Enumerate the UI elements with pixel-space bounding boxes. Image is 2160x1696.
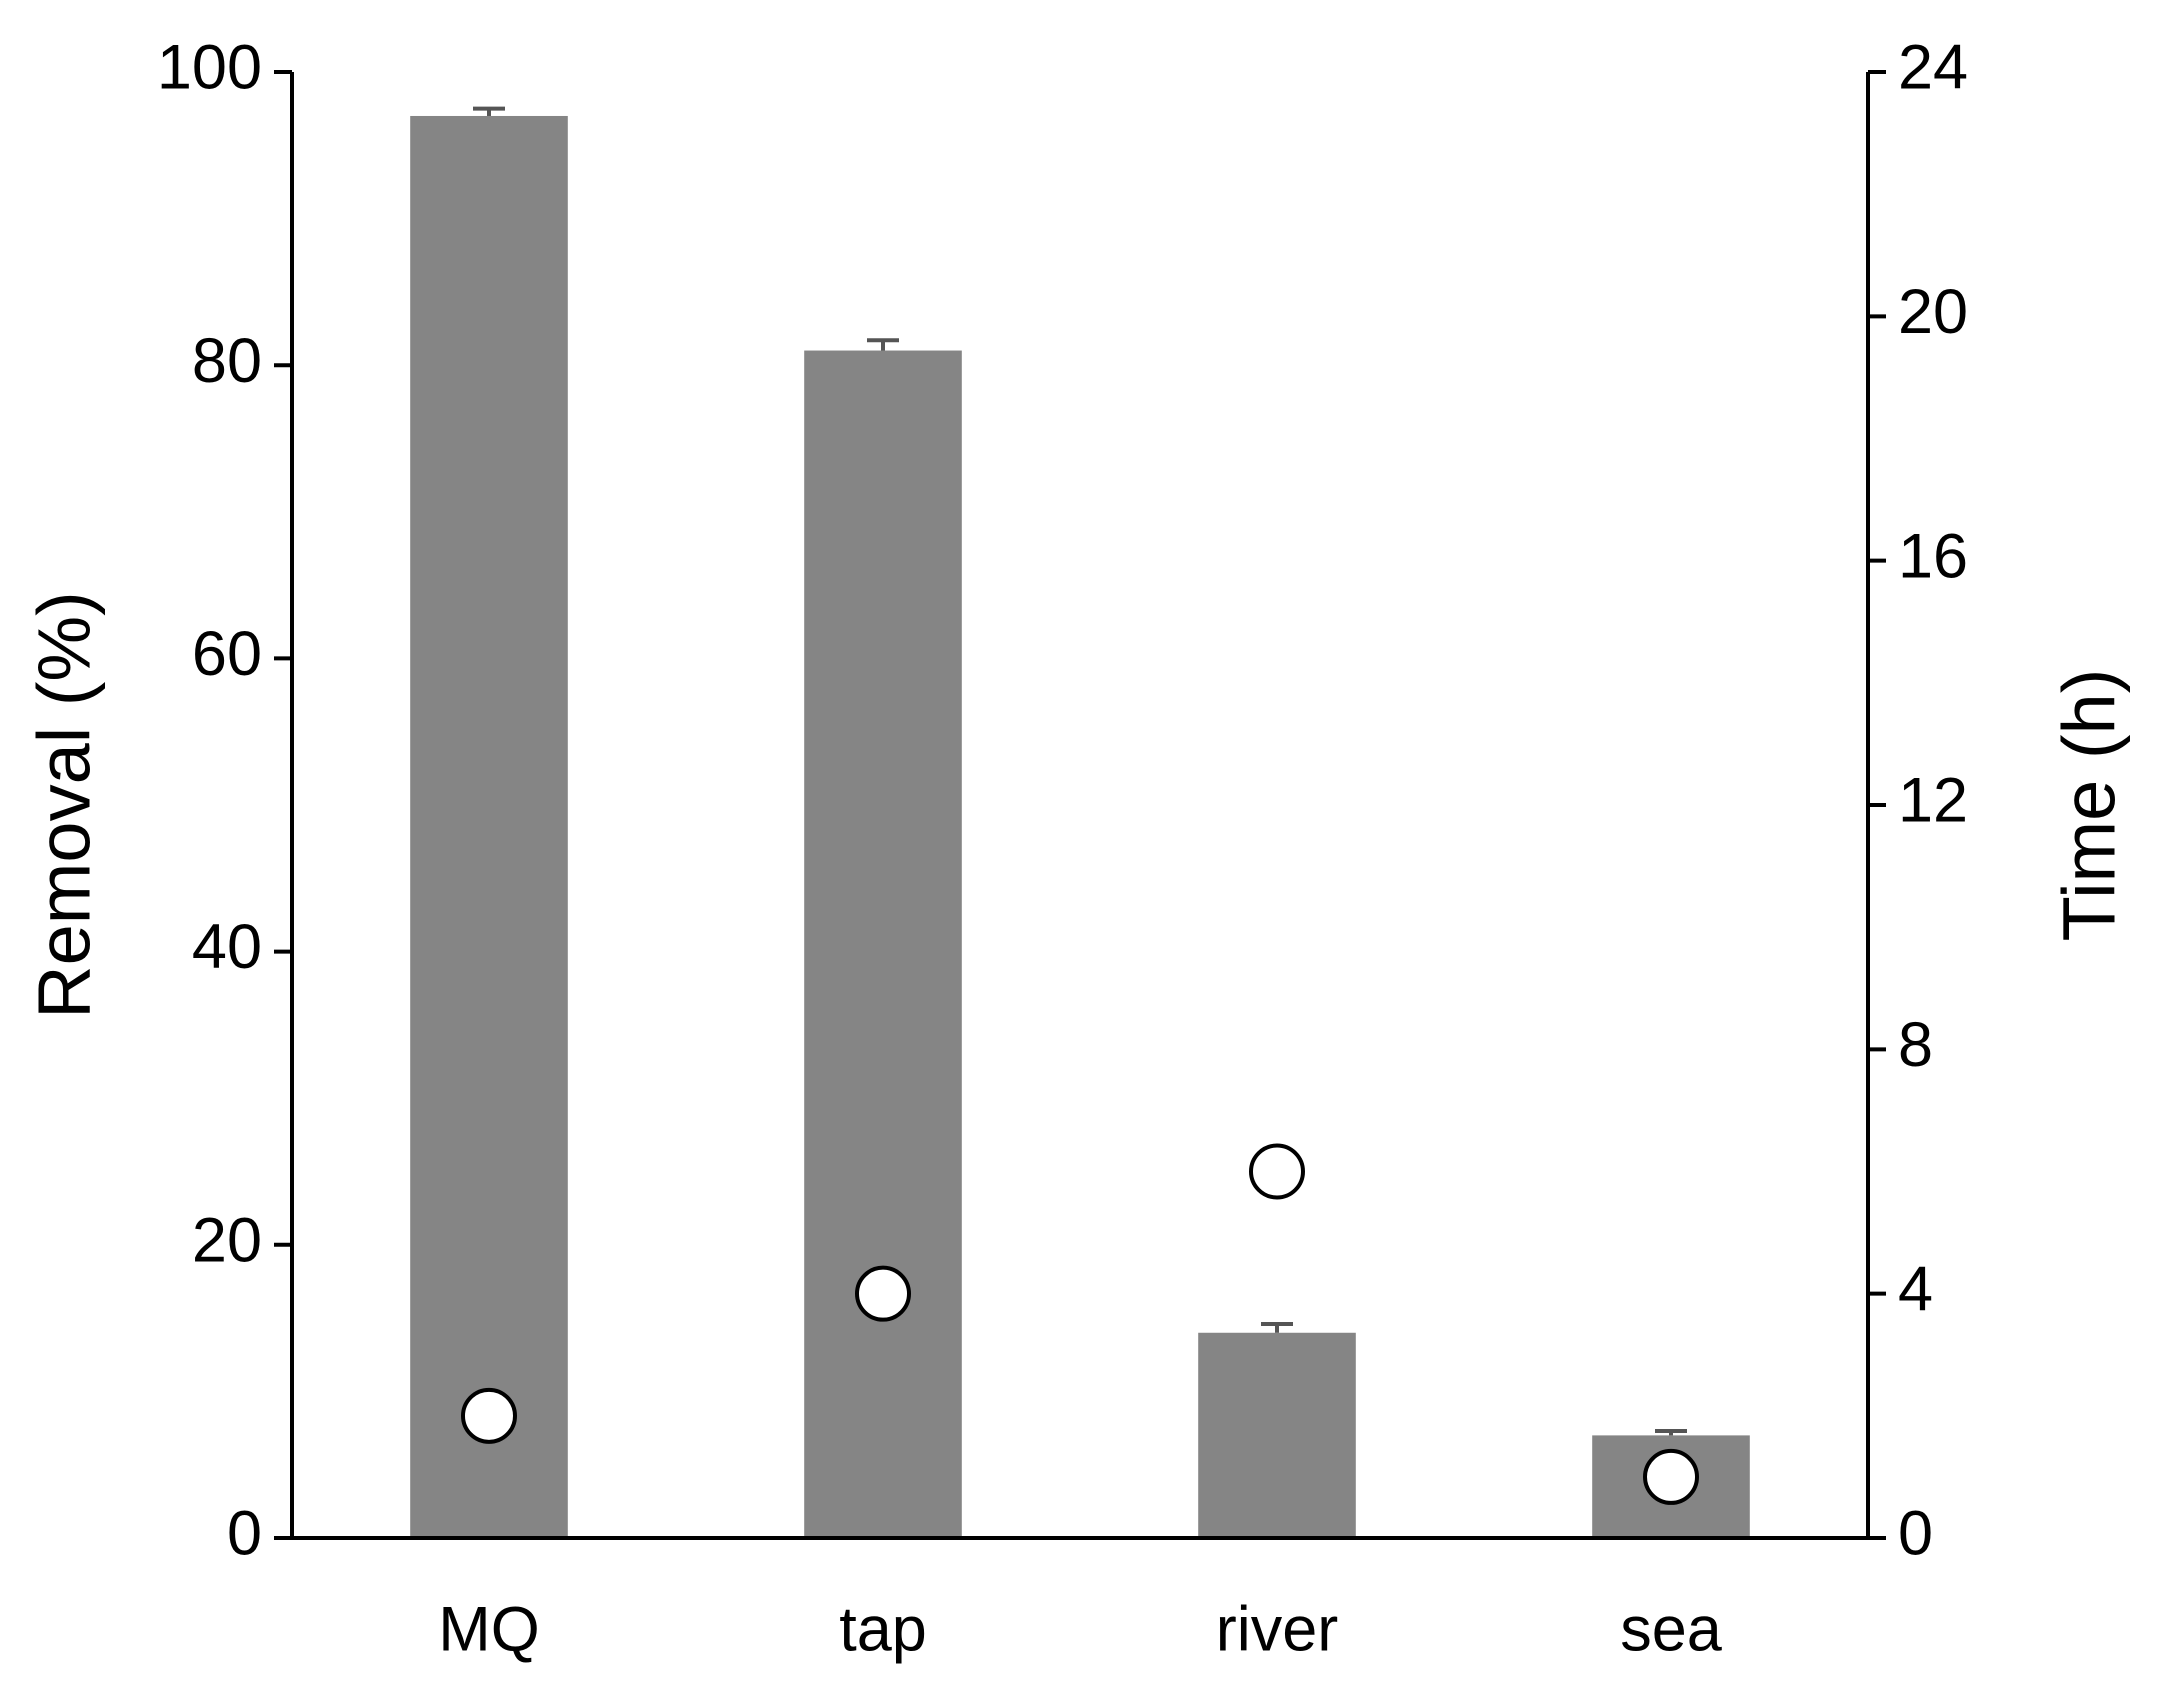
y-tick-label: 0 xyxy=(227,1499,262,1569)
bar xyxy=(410,115,568,1539)
axes xyxy=(290,72,1870,1540)
error-bar xyxy=(1261,1321,1293,1333)
point xyxy=(855,1265,911,1322)
y-tick-label: 100 xyxy=(157,33,262,103)
bar xyxy=(804,350,962,1538)
error-bar xyxy=(1655,1428,1687,1436)
x-tick-label: MQ xyxy=(438,1595,539,1665)
y2-tick-label: 4 xyxy=(1898,1254,1933,1324)
point xyxy=(1643,1448,1699,1505)
y2-tick-label: 12 xyxy=(1898,766,1968,836)
y2-tick-label: 20 xyxy=(1898,277,1968,347)
point xyxy=(461,1387,517,1444)
bar xyxy=(1198,1332,1356,1538)
x-tick-label: river xyxy=(1216,1595,1339,1665)
y2-tick-label: 8 xyxy=(1898,1010,1933,1080)
y2-axis-label: Time (h) xyxy=(2048,669,2131,942)
y-tick-label: 60 xyxy=(192,619,262,689)
y2-tick-label: 16 xyxy=(1898,521,1968,591)
point xyxy=(1249,1143,1305,1200)
y-tick-label: 80 xyxy=(192,326,262,396)
y2-tick-label: 0 xyxy=(1898,1499,1933,1569)
x-tick-label: sea xyxy=(1620,1595,1723,1665)
y2-tick-label: 24 xyxy=(1898,33,1968,103)
y-tick-label: 40 xyxy=(192,912,262,982)
error-bar xyxy=(867,338,899,351)
x-tick-label: tap xyxy=(839,1595,927,1665)
error-bar xyxy=(473,106,505,116)
y-tick-label: 20 xyxy=(192,1205,262,1275)
y-axis-label: Removal (%) xyxy=(23,591,106,1019)
